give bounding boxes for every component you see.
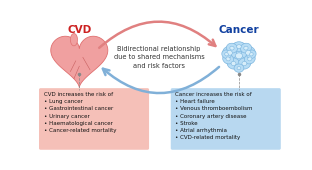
Ellipse shape <box>244 46 248 50</box>
Ellipse shape <box>227 58 240 69</box>
Text: Bidirectional relationship
due to shared mechanisms
and risk factors: Bidirectional relationship due to shared… <box>114 46 204 69</box>
Ellipse shape <box>227 50 232 55</box>
Ellipse shape <box>223 54 233 64</box>
Ellipse shape <box>226 57 230 61</box>
Text: CVD increases the risk of
• Lung cancer
• Gastrointestinal cancer
• Urinary canc: CVD increases the risk of • Lung cancer … <box>44 92 116 133</box>
Ellipse shape <box>244 54 255 64</box>
Ellipse shape <box>224 43 254 69</box>
FancyBboxPatch shape <box>39 88 149 150</box>
Text: Cancer increases the risk of
• Heart failure
• Venous thromboembolism
• Coronary: Cancer increases the risk of • Heart fai… <box>175 92 252 140</box>
Ellipse shape <box>225 53 228 56</box>
Text: Cancer: Cancer <box>219 25 259 35</box>
Ellipse shape <box>242 61 247 66</box>
Ellipse shape <box>234 64 244 72</box>
Ellipse shape <box>233 42 245 52</box>
Ellipse shape <box>248 57 252 61</box>
Ellipse shape <box>250 53 253 56</box>
Ellipse shape <box>240 43 251 53</box>
Polygon shape <box>51 36 108 88</box>
Ellipse shape <box>237 66 241 70</box>
Ellipse shape <box>222 50 231 59</box>
FancyArrowPatch shape <box>99 22 215 48</box>
Ellipse shape <box>246 50 256 59</box>
Ellipse shape <box>241 46 255 59</box>
FancyArrowPatch shape <box>103 67 219 93</box>
Ellipse shape <box>238 58 251 69</box>
Ellipse shape <box>236 45 241 48</box>
Ellipse shape <box>227 43 237 53</box>
Ellipse shape <box>230 48 248 63</box>
Text: CVD: CVD <box>67 25 91 35</box>
FancyBboxPatch shape <box>171 88 281 150</box>
Ellipse shape <box>236 53 242 59</box>
Ellipse shape <box>223 46 236 59</box>
Ellipse shape <box>231 61 236 66</box>
Ellipse shape <box>246 50 251 55</box>
Ellipse shape <box>71 33 77 46</box>
Ellipse shape <box>230 46 234 50</box>
